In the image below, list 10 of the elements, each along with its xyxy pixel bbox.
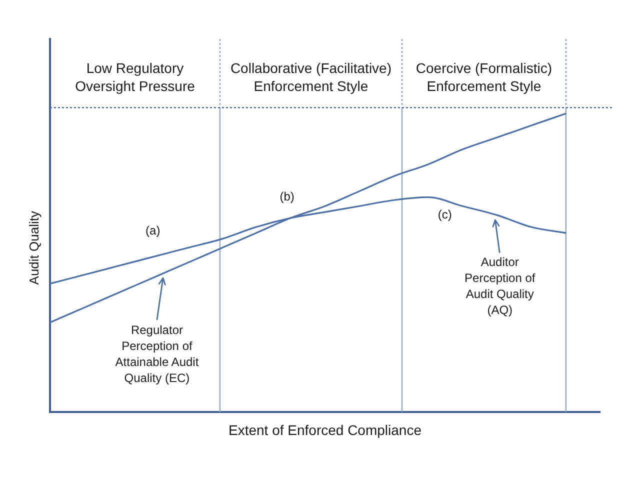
annotation: (a) [146, 223, 160, 238]
text: Regulator Perception of Attainable Audit Quality (EC) [114, 322, 200, 386]
text: Coercive (Formalistic) Enforcement Style [416, 60, 552, 94]
x-axis-title: Extent of Enforced Compliance [228, 422, 422, 438]
text: Collaborative (Facilitative) Enforcement Style [230, 60, 392, 94]
y-axis-title: Audit Quality [26, 210, 42, 285]
text: Auditor Perception of Audit Quality (AQ) [464, 254, 536, 318]
annotation: (c) [438, 207, 452, 222]
annotation: (b) [280, 189, 294, 204]
text: Low Regulatory Oversight Pressure [75, 60, 196, 94]
